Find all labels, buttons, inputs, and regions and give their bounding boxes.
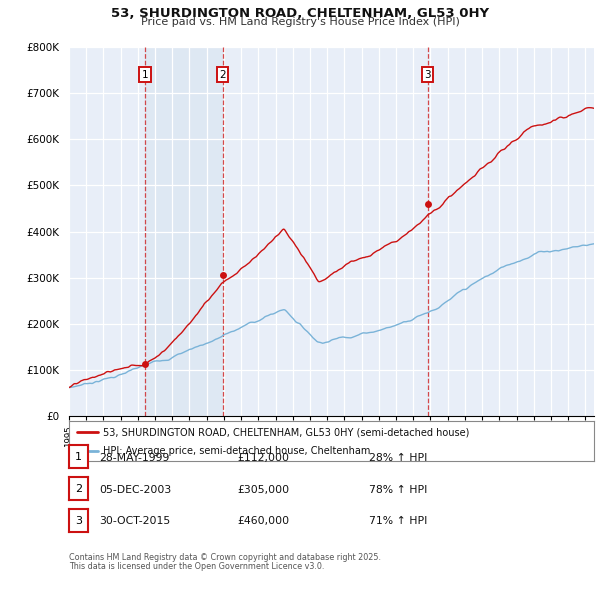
- Text: 2: 2: [219, 70, 226, 80]
- Text: £460,000: £460,000: [237, 516, 289, 526]
- Text: 30-OCT-2015: 30-OCT-2015: [99, 516, 170, 526]
- Text: £112,000: £112,000: [237, 453, 289, 463]
- Text: 2: 2: [75, 484, 82, 494]
- Text: HPI: Average price, semi-detached house, Cheltenham: HPI: Average price, semi-detached house,…: [103, 445, 371, 455]
- Text: 71% ↑ HPI: 71% ↑ HPI: [369, 516, 427, 526]
- Bar: [145, 47, 223, 416]
- Text: 53, SHURDINGTON ROAD, CHELTENHAM, GL53 0HY: 53, SHURDINGTON ROAD, CHELTENHAM, GL53 0…: [111, 7, 489, 20]
- Text: 1: 1: [75, 452, 82, 462]
- Text: 05-DEC-2003: 05-DEC-2003: [99, 484, 171, 494]
- Text: £305,000: £305,000: [237, 484, 289, 494]
- Text: 28% ↑ HPI: 28% ↑ HPI: [369, 453, 427, 463]
- Text: 3: 3: [424, 70, 431, 80]
- Text: 3: 3: [75, 516, 82, 526]
- Text: 78% ↑ HPI: 78% ↑ HPI: [369, 484, 427, 494]
- Text: Contains HM Land Registry data © Crown copyright and database right 2025.: Contains HM Land Registry data © Crown c…: [69, 553, 381, 562]
- Text: Price paid vs. HM Land Registry's House Price Index (HPI): Price paid vs. HM Land Registry's House …: [140, 17, 460, 27]
- Text: This data is licensed under the Open Government Licence v3.0.: This data is licensed under the Open Gov…: [69, 562, 325, 571]
- Text: 28-MAY-1999: 28-MAY-1999: [99, 453, 169, 463]
- Text: 1: 1: [142, 70, 148, 80]
- Text: 53, SHURDINGTON ROAD, CHELTENHAM, GL53 0HY (semi-detached house): 53, SHURDINGTON ROAD, CHELTENHAM, GL53 0…: [103, 427, 470, 437]
